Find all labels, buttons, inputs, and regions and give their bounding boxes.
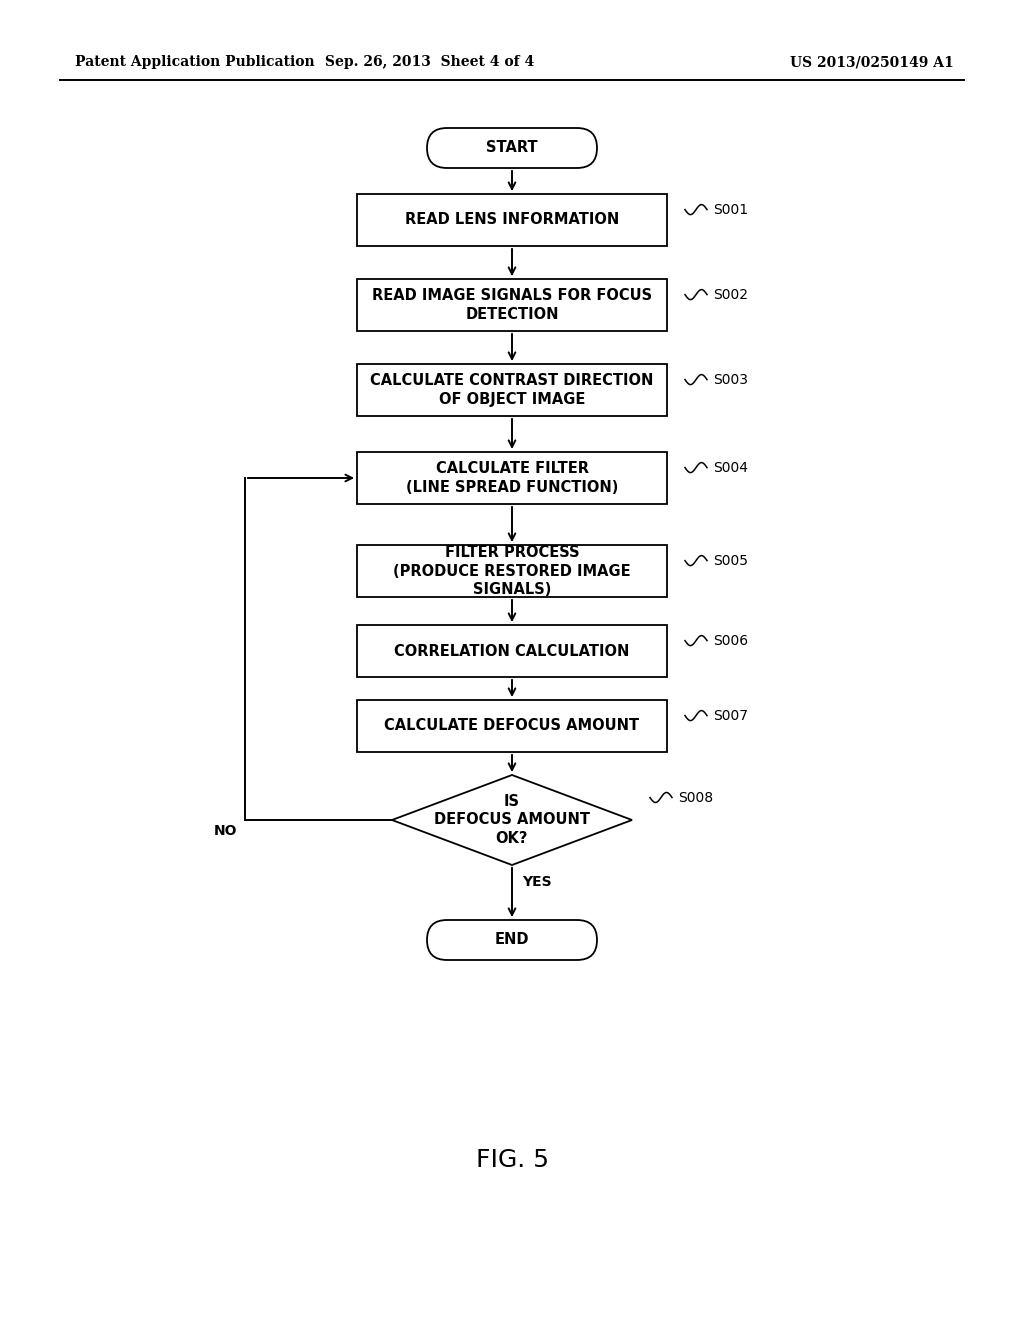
Text: END: END xyxy=(495,932,529,948)
FancyBboxPatch shape xyxy=(427,128,597,168)
Text: S002: S002 xyxy=(713,288,748,301)
Text: US 2013/0250149 A1: US 2013/0250149 A1 xyxy=(790,55,953,69)
Text: CORRELATION CALCULATION: CORRELATION CALCULATION xyxy=(394,644,630,659)
Text: CALCULATE FILTER
(LINE SPREAD FUNCTION): CALCULATE FILTER (LINE SPREAD FUNCTION) xyxy=(406,461,618,495)
Text: READ IMAGE SIGNALS FOR FOCUS
DETECTION: READ IMAGE SIGNALS FOR FOCUS DETECTION xyxy=(372,288,652,322)
Text: YES: YES xyxy=(522,875,552,888)
Text: READ LENS INFORMATION: READ LENS INFORMATION xyxy=(404,213,620,227)
Text: S005: S005 xyxy=(713,553,748,568)
FancyBboxPatch shape xyxy=(357,279,667,331)
Text: IS
DEFOCUS AMOUNT
OK?: IS DEFOCUS AMOUNT OK? xyxy=(434,793,590,846)
FancyBboxPatch shape xyxy=(357,545,667,597)
Text: Patent Application Publication: Patent Application Publication xyxy=(75,55,314,69)
FancyBboxPatch shape xyxy=(357,624,667,677)
Text: FILTER PROCESS
(PRODUCE RESTORED IMAGE
SIGNALS): FILTER PROCESS (PRODUCE RESTORED IMAGE S… xyxy=(393,545,631,597)
Text: S007: S007 xyxy=(713,709,748,722)
Text: NO: NO xyxy=(213,824,237,838)
FancyBboxPatch shape xyxy=(357,451,667,504)
Text: S006: S006 xyxy=(713,634,749,648)
Text: Sep. 26, 2013  Sheet 4 of 4: Sep. 26, 2013 Sheet 4 of 4 xyxy=(326,55,535,69)
Text: FIG. 5: FIG. 5 xyxy=(475,1148,549,1172)
FancyBboxPatch shape xyxy=(357,364,667,416)
Text: S001: S001 xyxy=(713,202,749,216)
FancyBboxPatch shape xyxy=(357,194,667,246)
Text: S003: S003 xyxy=(713,372,748,387)
Text: S004: S004 xyxy=(713,461,748,475)
Text: CALCULATE CONTRAST DIRECTION
OF OBJECT IMAGE: CALCULATE CONTRAST DIRECTION OF OBJECT I… xyxy=(371,374,653,407)
Polygon shape xyxy=(392,775,632,865)
Text: S008: S008 xyxy=(678,791,713,804)
FancyBboxPatch shape xyxy=(427,920,597,960)
FancyBboxPatch shape xyxy=(357,700,667,752)
Text: START: START xyxy=(486,140,538,156)
Text: CALCULATE DEFOCUS AMOUNT: CALCULATE DEFOCUS AMOUNT xyxy=(384,718,640,734)
